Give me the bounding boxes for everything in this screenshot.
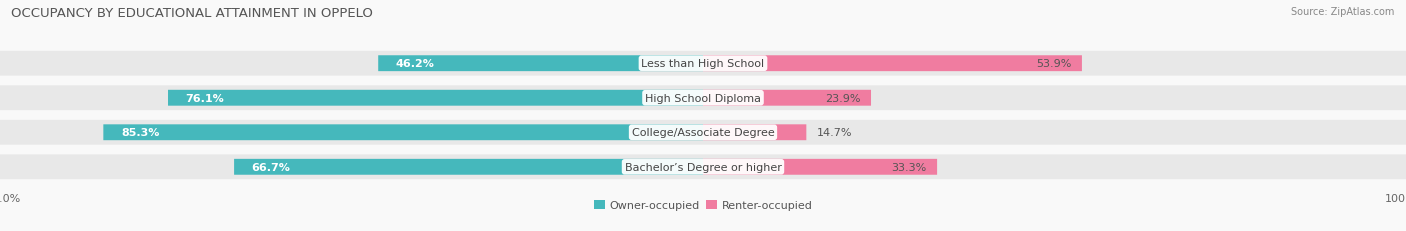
FancyBboxPatch shape — [0, 155, 1406, 179]
Text: Bachelor’s Degree or higher: Bachelor’s Degree or higher — [624, 162, 782, 172]
Legend: Owner-occupied, Renter-occupied: Owner-occupied, Renter-occupied — [593, 200, 813, 210]
FancyBboxPatch shape — [703, 159, 936, 175]
FancyBboxPatch shape — [0, 52, 1406, 76]
FancyBboxPatch shape — [703, 125, 807, 141]
FancyBboxPatch shape — [703, 56, 1083, 72]
Text: 46.2%: 46.2% — [396, 59, 434, 69]
Text: 66.7%: 66.7% — [252, 162, 291, 172]
Text: College/Associate Degree: College/Associate Degree — [631, 128, 775, 138]
FancyBboxPatch shape — [0, 86, 1406, 111]
Text: OCCUPANCY BY EDUCATIONAL ATTAINMENT IN OPPELO: OCCUPANCY BY EDUCATIONAL ATTAINMENT IN O… — [11, 7, 373, 20]
Text: 53.9%: 53.9% — [1036, 59, 1071, 69]
Text: 76.1%: 76.1% — [186, 93, 225, 103]
FancyBboxPatch shape — [169, 90, 703, 106]
Text: 23.9%: 23.9% — [825, 93, 860, 103]
FancyBboxPatch shape — [104, 125, 703, 141]
Text: Source: ZipAtlas.com: Source: ZipAtlas.com — [1291, 7, 1395, 17]
Text: High School Diploma: High School Diploma — [645, 93, 761, 103]
Text: 33.3%: 33.3% — [891, 162, 927, 172]
FancyBboxPatch shape — [378, 56, 703, 72]
Text: 14.7%: 14.7% — [817, 128, 852, 138]
Text: 85.3%: 85.3% — [121, 128, 159, 138]
Text: Less than High School: Less than High School — [641, 59, 765, 69]
FancyBboxPatch shape — [0, 120, 1406, 145]
FancyBboxPatch shape — [703, 90, 872, 106]
FancyBboxPatch shape — [233, 159, 703, 175]
